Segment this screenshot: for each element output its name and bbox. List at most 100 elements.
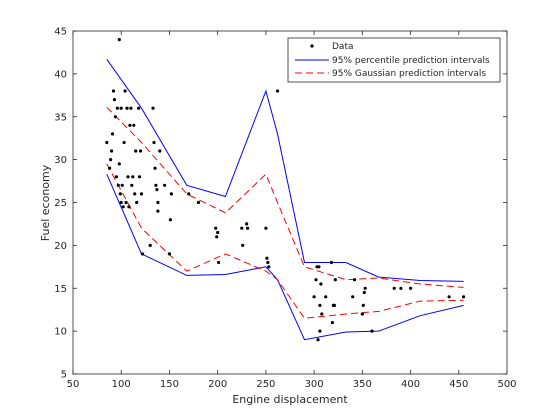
y-axis-label: Fuel economy <box>39 164 52 241</box>
legend-label-gaussian: 95% Gaussian prediction intervals <box>332 69 486 79</box>
data-point <box>153 166 157 170</box>
y-tick-label: 45 <box>54 27 67 38</box>
data-point <box>154 183 158 187</box>
data-point <box>324 295 328 299</box>
data-point <box>314 278 318 282</box>
data-point <box>116 183 120 187</box>
data-point <box>125 106 129 110</box>
y-tick-label: 5 <box>61 370 67 381</box>
data-point <box>123 89 127 93</box>
data-point <box>312 295 316 299</box>
data-point <box>319 282 323 286</box>
data-point <box>333 278 337 282</box>
x-tick-label: 500 <box>497 379 516 390</box>
data-point <box>318 303 322 307</box>
data-point <box>110 149 114 153</box>
data-point <box>163 183 167 187</box>
data-point <box>133 192 137 196</box>
series-layer <box>105 38 466 342</box>
data-point <box>316 338 320 342</box>
x-tick-label: 350 <box>353 379 372 390</box>
y-tick-label: 30 <box>54 155 67 166</box>
data-point <box>168 218 172 222</box>
x-tick-label: 100 <box>112 379 131 390</box>
data-point <box>215 235 219 239</box>
data-point <box>267 265 271 269</box>
x-tick-label: 50 <box>67 379 80 390</box>
x-tick-label: 300 <box>305 379 324 390</box>
data-point <box>152 140 156 145</box>
x-tick-label: 250 <box>256 379 275 390</box>
y-tick-label: 40 <box>54 69 67 80</box>
data-point <box>318 329 322 333</box>
x-tick-label: 450 <box>449 379 468 390</box>
data-point <box>140 252 144 256</box>
data-point <box>264 226 268 230</box>
data-point <box>127 205 131 209</box>
data-point <box>360 312 364 316</box>
legend: Data 95% percentile prediction intervals… <box>287 37 501 83</box>
data-point <box>120 183 124 187</box>
data-point <box>332 303 336 307</box>
data-point <box>105 140 109 145</box>
data-point <box>246 226 250 230</box>
data-point <box>138 149 143 153</box>
data-point <box>241 243 245 247</box>
data-point <box>118 192 122 196</box>
data-point <box>196 200 200 205</box>
data-point <box>392 286 396 290</box>
x-axis-ticks: 50 100 150 200 250 300 350 400 450 500 <box>67 31 517 390</box>
data-point <box>131 175 135 179</box>
y-axis-ticks: 5 10 15 20 25 30 35 40 45 <box>54 27 507 381</box>
y-tick-label: 20 <box>54 241 67 252</box>
data-point <box>132 123 136 127</box>
legend-label-data: Data <box>332 42 354 52</box>
data-point <box>137 175 142 179</box>
gaussian-lower-line <box>106 163 464 319</box>
data-point <box>158 149 162 153</box>
x-tick-label: 400 <box>401 379 420 390</box>
data-point <box>113 115 117 119</box>
x-tick-label: 150 <box>160 379 179 390</box>
data-point <box>124 200 128 205</box>
data-point <box>317 265 321 269</box>
data-point <box>363 286 367 290</box>
y-tick-label: 15 <box>54 284 67 295</box>
data-point <box>119 200 123 205</box>
x-tick-label: 200 <box>208 379 227 390</box>
data-point <box>156 200 160 205</box>
data-point <box>129 106 133 110</box>
data-point <box>361 303 365 307</box>
data-point <box>155 188 159 192</box>
data-point <box>115 106 119 110</box>
y-tick-label: 25 <box>54 198 67 209</box>
y-tick-label: 35 <box>54 112 67 123</box>
legend-label-percentile: 95% percentile prediction intervals <box>332 56 490 66</box>
data-point <box>114 175 118 179</box>
data-point <box>217 260 221 265</box>
data-point <box>134 149 138 153</box>
data-point <box>275 89 280 93</box>
data-point <box>370 329 374 333</box>
data-point <box>409 286 413 290</box>
data-point <box>112 98 117 102</box>
data-point <box>399 286 403 290</box>
data-point <box>320 312 324 316</box>
data-point <box>214 226 218 230</box>
data-point <box>187 192 191 196</box>
data-point <box>265 256 269 260</box>
plot-area <box>73 31 507 374</box>
data-point <box>117 162 121 166</box>
data-point <box>245 222 249 226</box>
data-point <box>330 321 334 325</box>
data-point <box>119 106 123 110</box>
data-point <box>121 205 125 209</box>
percentile-upper-line <box>106 59 464 282</box>
y-tick-label: 10 <box>54 327 67 338</box>
data-point <box>167 252 171 256</box>
data-point <box>126 175 130 179</box>
data-point <box>169 192 173 196</box>
data-point <box>130 183 134 187</box>
data-point <box>109 158 113 162</box>
data-point <box>329 260 334 265</box>
